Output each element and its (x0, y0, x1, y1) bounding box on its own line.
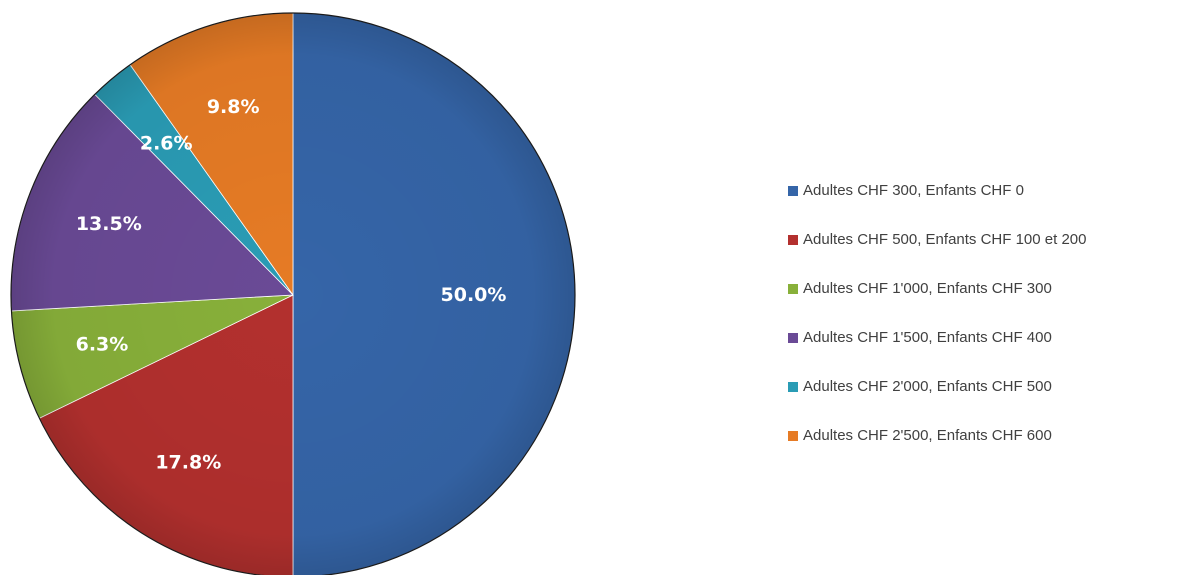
legend-label: Adultes CHF 2'500, Enfants CHF 600 (803, 427, 1052, 444)
legend-swatch (788, 185, 798, 196)
pie-data-labels: 50.0% 17.8% 6.3% 13.5% 2.6% 9.8% (76, 96, 507, 473)
legend-item: Adultes CHF 500, Enfants CHF 100 et 200 (788, 227, 1086, 252)
legend-item: Adultes CHF 1'000, Enfants CHF 300 (788, 276, 1086, 301)
legend-item: Adultes CHF 2'000, Enfants CHF 500 (788, 374, 1086, 399)
legend-label: Adultes CHF 1'000, Enfants CHF 300 (803, 280, 1052, 297)
pie-outline (10, 12, 576, 575)
data-label-1: 50.0% (441, 284, 507, 306)
legend-label: Adultes CHF 300, Enfants CHF 0 (803, 182, 1024, 199)
data-label-3: 6.3% (76, 334, 129, 356)
legend-label: Adultes CHF 2'000, Enfants CHF 500 (803, 378, 1052, 395)
legend-item: Adultes CHF 2'500, Enfants CHF 600 (788, 423, 1086, 448)
legend-swatch (788, 234, 798, 245)
legend-swatch (788, 332, 798, 343)
data-label-4: 13.5% (76, 213, 142, 235)
legend-label: Adultes CHF 500, Enfants CHF 100 et 200 (803, 231, 1087, 248)
data-label-2: 17.8% (155, 451, 221, 473)
data-label-5: 2.6% (140, 133, 193, 155)
legend-swatch (788, 381, 798, 392)
chart-legend: Adultes CHF 300, Enfants CHF 0 Adultes CH… (788, 178, 1086, 472)
pie-slices (10, 12, 576, 575)
legend-item: Adultes CHF 1'500, Enfants CHF 400 (788, 325, 1086, 350)
legend-swatch (788, 283, 798, 294)
data-label-6: 9.8% (207, 96, 260, 118)
legend-item: Adultes CHF 300, Enfants CHF 0 (788, 178, 1086, 203)
legend-label: Adultes CHF 1'500, Enfants CHF 400 (803, 329, 1052, 346)
legend-swatch (788, 430, 798, 441)
